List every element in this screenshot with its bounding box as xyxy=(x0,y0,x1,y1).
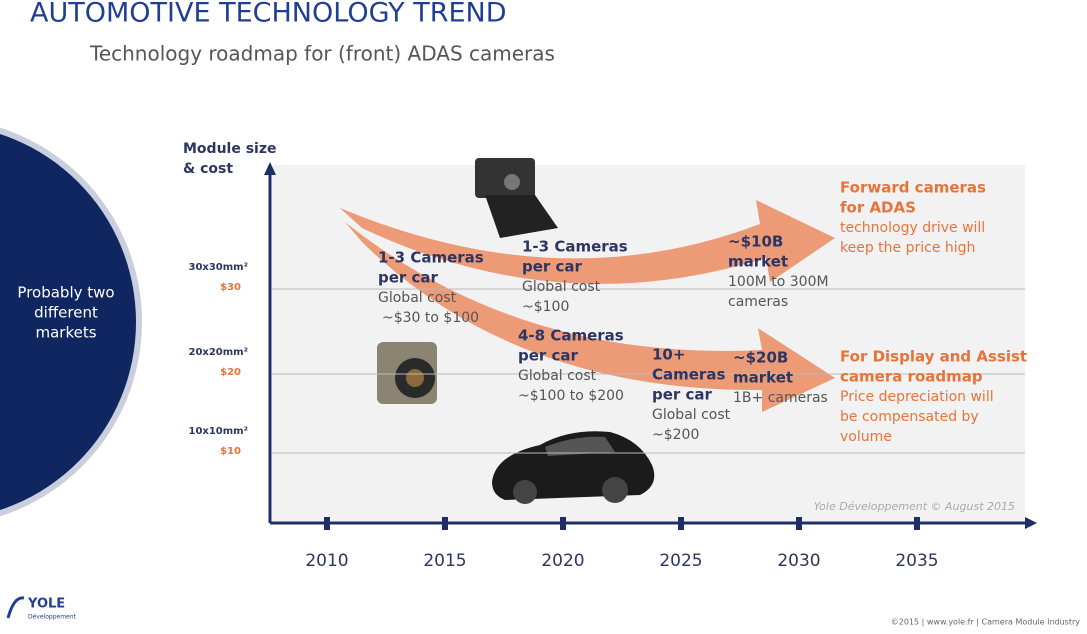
y-axis-arrow xyxy=(264,162,276,175)
slide-title: AUTOMOTIVE TECHNOLOGY TREND xyxy=(30,0,507,29)
x-tick-label: 2030 xyxy=(777,551,820,571)
annotation-heading: per car xyxy=(518,347,579,365)
x-tick-label: 2035 xyxy=(895,551,938,571)
annotation-heading: For Display and Assist xyxy=(840,348,1027,366)
level-cost: $30 xyxy=(220,282,241,293)
side-note: different xyxy=(34,304,98,322)
annotation-body: Global cost xyxy=(378,290,457,306)
annotation-body: ~$30 to $100 xyxy=(382,310,479,326)
annotation-body: Global cost xyxy=(518,368,597,384)
annotation-heading: Cameras xyxy=(652,366,725,384)
camera-image-1 xyxy=(475,158,558,238)
annotation-heading: per car xyxy=(522,258,583,276)
x-tick-label: 2025 xyxy=(659,551,702,571)
side-note: Probably two xyxy=(17,284,114,302)
annotation-heading: 1-3 Cameras xyxy=(522,238,628,256)
level-size: 10x10mm² xyxy=(188,426,248,437)
annotation-body: cameras xyxy=(728,294,788,310)
annotation-heading: 1-3 Cameras xyxy=(378,249,484,267)
annotation-heading: per car xyxy=(378,269,439,287)
watermark: Yole Développement © August 2015 xyxy=(814,500,1015,513)
annotation-body: 100M to 300M xyxy=(728,274,829,290)
car-image xyxy=(492,431,655,504)
footer: ©2015 | www.yole.fr | Camera Module Indu… xyxy=(891,618,1081,627)
annotation-heading: market xyxy=(728,253,788,271)
x-tick xyxy=(442,517,448,530)
annotation-heading: camera roadmap xyxy=(840,368,983,386)
x-tick xyxy=(796,517,802,530)
annotation-heading: market xyxy=(733,369,793,387)
x-tick xyxy=(914,517,920,530)
annotation-heading: for ADAS xyxy=(840,199,916,217)
annotation-body: keep the price high xyxy=(840,240,975,256)
camera-image-2 xyxy=(377,342,437,404)
y-axis-label: Module size xyxy=(183,141,276,157)
side-note: markets xyxy=(35,324,96,342)
x-tick xyxy=(678,517,684,530)
logo-tagline: Développement xyxy=(28,614,77,621)
annotation-body: Global cost xyxy=(522,279,601,295)
annotation-heading: Forward cameras xyxy=(840,179,986,197)
x-tick xyxy=(560,517,566,530)
logo: YOLE Développement xyxy=(6,596,77,621)
level-size: 30x30mm² xyxy=(188,262,248,273)
level-cost: $20 xyxy=(220,367,241,378)
side-circle xyxy=(0,133,136,511)
annotation-body: ~$100 xyxy=(522,299,569,315)
logo-name: YOLE xyxy=(27,597,65,612)
annotation-heading: ~$10B xyxy=(728,233,783,251)
arrow-display xyxy=(345,222,835,412)
annotation-body: technology drive will xyxy=(840,220,985,236)
annotation-heading: ~$20B xyxy=(733,349,788,367)
level-size: 20x20mm² xyxy=(188,347,248,358)
x-tick-label: 2010 xyxy=(305,551,348,571)
annotation-body: ~$100 to $200 xyxy=(518,388,624,404)
slide-subtitle: Technology roadmap for (front) ADAS came… xyxy=(89,42,555,66)
annotation-body: 1B+ cameras xyxy=(733,390,828,406)
x-axis-arrow xyxy=(1025,517,1037,529)
arrow-forward xyxy=(340,200,835,284)
annotation-body: volume xyxy=(840,429,892,445)
x-tick-label: 2020 xyxy=(541,551,584,571)
annotation-body: ~$200 xyxy=(652,427,699,443)
annotation-heading: 4-8 Cameras xyxy=(518,327,624,345)
annotation-heading: 10+ xyxy=(652,346,685,364)
annotation-body: Global cost xyxy=(652,407,731,423)
level-cost: $10 xyxy=(220,446,241,457)
annotation-body: Price depreciation will xyxy=(840,389,994,405)
x-tick-label: 2015 xyxy=(423,551,466,571)
x-tick xyxy=(324,517,330,530)
annotation-heading: per car xyxy=(652,386,713,404)
annotation-body: be compensated by xyxy=(840,409,979,425)
y-axis-label: & cost xyxy=(183,161,233,177)
